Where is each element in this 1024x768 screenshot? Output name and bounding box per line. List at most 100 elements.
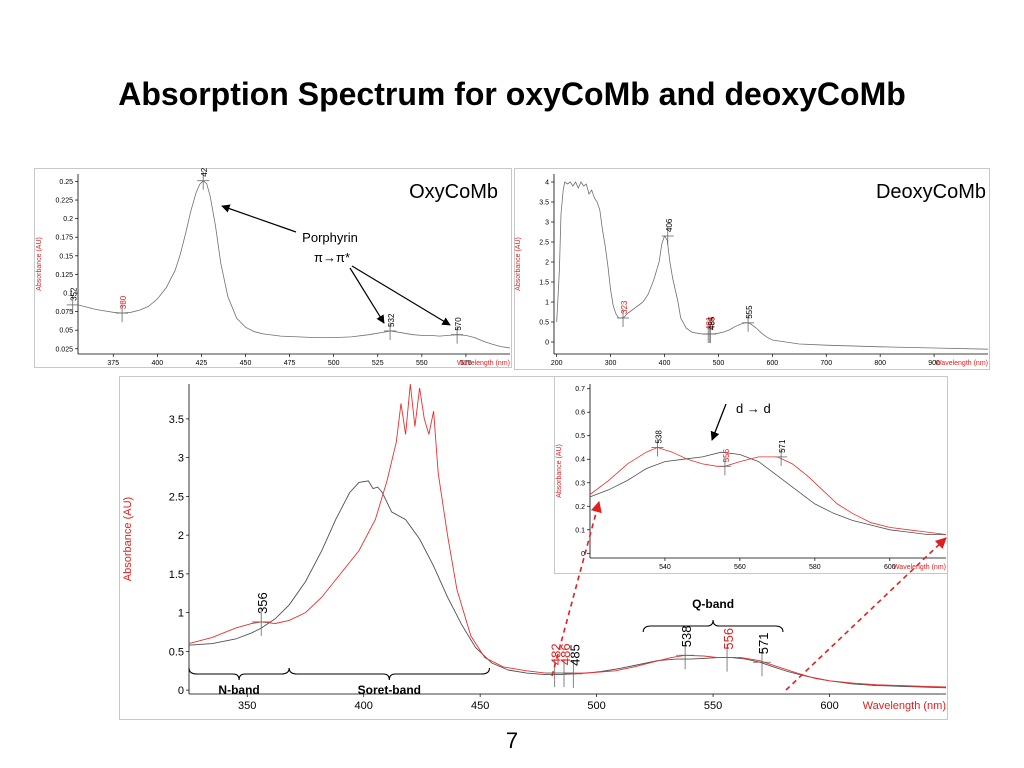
deoxy-x-tick-label: 400 (659, 360, 671, 367)
combined-x-tick-label: 600 (820, 700, 838, 712)
qband-peak-label: 571 (778, 439, 787, 453)
combined-y-tick-label: 2.5 (169, 491, 184, 503)
deoxy-x-tick-label: 200 (551, 360, 563, 367)
band-label-soret-band: Soret-band (358, 683, 421, 697)
oxy-x-axis-label: Wavelength (nm) (457, 360, 510, 367)
oxy-x-tick-label: 400 (152, 360, 164, 367)
deoxy-x-tick-label: 800 (874, 360, 886, 367)
oxy-y-tick-label: 0.25 (59, 179, 73, 186)
oxy-peak-label: 532 (387, 313, 396, 327)
deoxy-y-tick-label: 2.5 (539, 240, 549, 247)
oxy-x-tick-label: 575 (460, 360, 472, 367)
qband-y-tick-label: 0.4 (575, 457, 585, 464)
oxy-y-tick-label: 0.175 (55, 235, 73, 242)
deoxy-peak-label: 481 (705, 316, 714, 330)
deoxy-y-tick-label: 4 (545, 180, 549, 187)
combined-peak-label: 571 (756, 633, 771, 655)
deoxy-y-tick-label: 3 (545, 220, 549, 227)
qband-series-line-0 (589, 451, 946, 535)
deoxy-peak-label: 323 (620, 300, 629, 314)
band-label-q-band: Q-band (692, 597, 734, 611)
qband-x-axis-label: Wavelength (nm) (893, 564, 946, 571)
qband-series-line-1 (589, 447, 947, 535)
qband-y-tick-label: 0.3 (575, 480, 585, 487)
deoxy-y-axis-label: Absorbance (AU) (515, 237, 522, 291)
combined-series-line-1 (188, 383, 947, 688)
oxy-x-tick-label: 550 (416, 360, 428, 367)
combined-peak-label: 356 (255, 592, 270, 614)
oxy-chart-title: OxyCoMb (409, 181, 498, 203)
oxy-x-tick-label: 475 (284, 360, 296, 367)
oxy-y-axis-label: Absorbance (AU) (36, 237, 43, 291)
qband-peak-label: 538 (654, 430, 663, 444)
d-d-transition-annotation: d → d (736, 401, 771, 416)
slide-title: Absorption Spectrum for oxyCoMb and deox… (118, 76, 906, 112)
deoxy-chart-title: DeoxyCoMb (876, 181, 986, 203)
oxy-y-tick-label: 0.125 (55, 272, 73, 279)
combined-y-tick-label: 1.5 (169, 569, 184, 581)
oxy-peak-label: 426 (200, 168, 209, 177)
combined-y-tick-label: 3.5 (169, 414, 184, 426)
deoxy-y-tick-label: 2 (545, 260, 549, 267)
page-number: 7 (505, 728, 519, 753)
oxy-series-line-0 (77, 180, 511, 349)
deoxy-y-tick-label: 3.5 (539, 200, 549, 207)
qband-x-tick-label: 560 (734, 564, 746, 571)
porphyrin-arrow-to-570 (351, 265, 451, 326)
oxy-x-tick-label: 525 (372, 360, 384, 367)
oxy-y-tick-label: 0.05 (59, 328, 73, 335)
deoxy-y-tick-label: 1 (545, 300, 549, 307)
deoxy-x-tick-label: 300 (605, 360, 617, 367)
combined-x-tick-label: 350 (238, 700, 256, 712)
combined-x-axis-label: Wavelength (nm) (863, 700, 946, 712)
deoxy-x-tick-label: 900 (928, 360, 940, 367)
qband-y-tick-label: 0.7 (575, 386, 585, 393)
qband-peak-label: 556 (722, 448, 731, 462)
porphyrin-arrow-to-426 (221, 204, 297, 233)
deoxy-peak-label: 484 (707, 316, 716, 330)
oxy-y-tick-label: 0.15 (59, 253, 73, 260)
combined-peak-label: 556 (721, 628, 736, 650)
oxy-y-tick-label: 0.1 (63, 291, 73, 298)
band-brace-n-band (188, 667, 290, 681)
combined-series-line-0 (188, 480, 947, 689)
deoxy-spectrum-chart: DeoxyCoMb 0 0.5 1 1.5 2 2.5 3 3.5 4 200 300 400 500 6… (514, 168, 990, 370)
combined-x-tick-label: 400 (355, 700, 373, 712)
combined-x-tick-label: 550 (704, 700, 722, 712)
qband-y-tick-label: 0.2 (575, 504, 585, 511)
combined-y-tick-label: 3 (178, 453, 184, 465)
deoxy-y-tick-label: 0.5 (539, 320, 549, 327)
oxy-x-tick-label: 375 (107, 360, 119, 367)
oxy-peak-label: 570 (454, 317, 463, 331)
qband-y-tick-label: 0.6 (575, 410, 585, 417)
combined-x-tick-label: 500 (587, 700, 605, 712)
oxy-spectrum-chart: OxyCoMb Porphyrin π→π* 0.025 0.05 0.075 0.1… (34, 168, 512, 368)
deoxy-y-tick-label: 0 (545, 340, 549, 347)
deoxy-x-axis-label: Wavelength (nm) (935, 360, 988, 367)
porphyrin-annotation: Porphyrin (302, 230, 358, 245)
qband-y-axis-label: Absorbance (AU) (556, 444, 563, 498)
oxy-peak-label: 352 (70, 287, 79, 301)
deoxy-x-tick-label: 700 (820, 360, 832, 367)
band-label-n-band: N-band (218, 683, 259, 697)
oxy-x-tick-label: 500 (328, 360, 340, 367)
oxy-y-tick-label: 0.025 (55, 346, 73, 353)
oxy-x-tick-label: 425 (196, 360, 208, 367)
oxy-x-tick-label: 450 (240, 360, 252, 367)
deoxy-peak-label: 485 (707, 316, 716, 330)
combined-y-axis-label: Absorbance (AU) (122, 497, 134, 581)
qband-x-tick-label: 540 (659, 564, 671, 571)
deoxy-x-tick-label: 500 (713, 360, 725, 367)
qband-y-tick-label: 0.1 (575, 527, 585, 534)
oxy-y-tick-label: 0.075 (55, 309, 73, 316)
combined-y-tick-label: 1 (178, 608, 184, 620)
d-d-arrow (710, 403, 727, 441)
deoxy-peak-label: 406 (665, 218, 674, 232)
qband-y-tick-label: 0 (581, 551, 585, 558)
band-brace-q-band (642, 619, 784, 633)
deoxy-x-tick-label: 600 (767, 360, 779, 367)
combined-y-tick-label: 2 (178, 530, 184, 542)
combined-peak-label: 485 (567, 644, 582, 666)
combined-y-tick-label: 0 (178, 685, 184, 697)
